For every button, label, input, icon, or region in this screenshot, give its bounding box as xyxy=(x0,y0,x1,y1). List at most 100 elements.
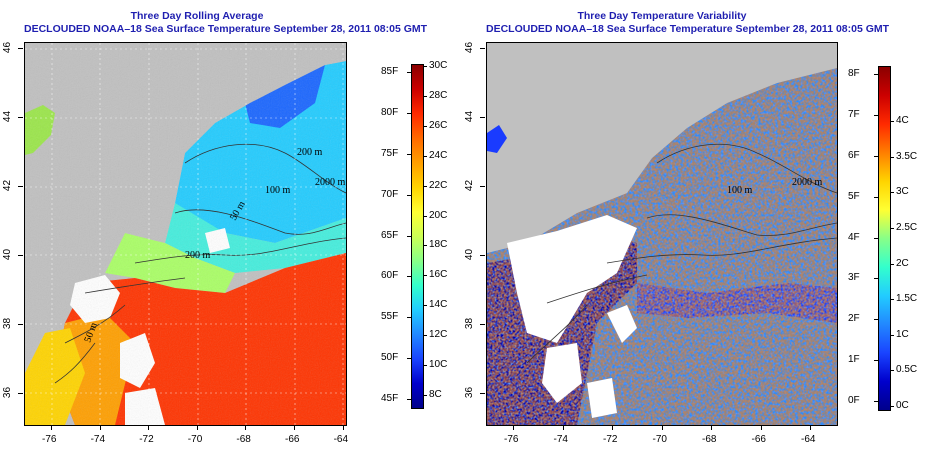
colorbar-tick-f xyxy=(407,399,411,400)
colorbar-label-celsius: 20C xyxy=(429,209,448,221)
colorbar-label-celsius: 4C xyxy=(896,115,909,126)
x-tick-label: -74 xyxy=(90,434,106,445)
y-tick-mark xyxy=(480,48,485,49)
contour-label: 2000 m xyxy=(315,177,346,188)
x-tick-mark xyxy=(99,425,101,430)
colorbar-label-celsius: 30C xyxy=(429,60,448,71)
x-tick-label: -70 xyxy=(187,434,203,445)
colorbar-label-fahrenheit: 3F xyxy=(848,272,860,284)
contour-line xyxy=(184,143,346,194)
y-tick-label: 42 xyxy=(464,179,476,192)
colorbar-tick-c xyxy=(890,156,894,158)
colorbar-label-fahrenheit: 1F xyxy=(848,354,860,366)
land-mainland xyxy=(487,43,837,253)
cloud-patch xyxy=(507,215,637,343)
colorbar-label-celsius: 10C xyxy=(429,359,448,371)
colorbar-tick-f xyxy=(874,278,878,280)
colorbar-tick-c xyxy=(423,335,427,337)
y-tick-mark xyxy=(480,393,485,394)
colorbar-label-celsius: 8C xyxy=(429,389,442,400)
colorbar-tick-f xyxy=(407,317,411,319)
y-tick-label: 40 xyxy=(464,248,476,261)
contour-label: 2000 m xyxy=(792,177,823,188)
colorbar-label-fahrenheit: 5F xyxy=(848,190,860,202)
colorbar-label-celsius: 24C xyxy=(429,149,448,161)
x-tick-label: -76 xyxy=(42,434,57,445)
x-tick-mark xyxy=(711,425,712,430)
colorbar-tick-c xyxy=(423,365,427,367)
contour-label: 200 m xyxy=(297,147,323,158)
y-tick-mark xyxy=(18,324,23,325)
colorbar-tick-f xyxy=(407,112,411,114)
cloud-patch xyxy=(542,343,582,403)
colorbar-tick-c xyxy=(890,370,894,372)
contour-line xyxy=(606,237,837,264)
colorbar-label-celsius: 14C xyxy=(429,299,448,311)
y-tick-label: 36 xyxy=(464,386,476,399)
colorbar-tick-f xyxy=(407,72,411,73)
x-tick-mark xyxy=(148,425,150,430)
contour-line xyxy=(64,304,126,344)
colorbar-tick-f xyxy=(874,237,878,239)
colorbar-tick-c xyxy=(890,121,894,122)
x-tick-label: -66 xyxy=(751,434,766,445)
x-tick-mark xyxy=(760,425,762,430)
colorbar-label-celsius: 0.5C xyxy=(896,364,918,376)
y-tick-label: 38 xyxy=(2,317,14,330)
left-map-svg: 200 m 2000 m 100 m 50 m 200 m 50 m xyxy=(25,43,346,425)
y-tick-mark xyxy=(480,186,485,187)
grid-lines xyxy=(25,43,346,425)
colorbar-tick-f xyxy=(874,155,878,157)
colorbar-label-fahrenheit: 75F xyxy=(381,147,399,159)
colorbar-tick-c xyxy=(423,155,427,157)
colorbar-label-celsius: 0C xyxy=(896,400,909,411)
right-variability-map: 100 m 2000 m xyxy=(486,42,838,426)
y-tick-label: 36 xyxy=(2,386,14,399)
colorbar-tick-f xyxy=(874,360,878,362)
colorbar-tick-f xyxy=(407,358,411,360)
x-tick-mark xyxy=(196,425,198,430)
y-tick-mark xyxy=(480,255,485,256)
y-tick-label: 46 xyxy=(464,41,476,54)
x-tick-label: -74 xyxy=(553,434,568,445)
colorbar-label-celsius: 22C xyxy=(429,179,448,191)
x-tick-mark xyxy=(51,425,52,430)
colorbar-tick-f xyxy=(874,114,878,116)
colorbar-tick-c xyxy=(423,395,427,396)
colorbar-label-fahrenheit: 4F xyxy=(848,231,860,243)
colorbar-tick-f xyxy=(407,235,411,237)
x-tick-label: -64 xyxy=(333,434,349,445)
left-title-line1: Three Day Rolling Average xyxy=(130,10,264,22)
colorbar-label-fahrenheit: 70F xyxy=(381,188,399,200)
y-tick-label: 44 xyxy=(2,110,14,123)
contour-line xyxy=(174,209,346,235)
colorbar-label-fahrenheit: 0F xyxy=(848,395,860,406)
colorbar-label-fahrenheit: 7F xyxy=(848,108,860,120)
colorbar-label-fahrenheit: 80F xyxy=(381,106,399,118)
colorbar-label-celsius: 16C xyxy=(429,269,448,281)
colorbar-tick-f xyxy=(407,276,411,278)
water-patch xyxy=(487,125,507,153)
x-tick-mark xyxy=(810,425,811,430)
contour-line xyxy=(646,214,837,236)
colorbar-label-fahrenheit: 45F xyxy=(381,393,399,404)
contour-line xyxy=(526,304,588,364)
cloud-patch xyxy=(607,305,637,343)
x-tick-mark xyxy=(294,425,295,430)
contour-line xyxy=(54,342,96,384)
contour-line xyxy=(84,277,186,294)
left-title: Three Day Rolling Average DECLOUDED NOAA… xyxy=(24,10,427,36)
x-tick-mark xyxy=(562,425,564,430)
colorbar-label-celsius: 3.5C xyxy=(896,150,918,162)
colorbar-label-celsius: 26C xyxy=(429,119,448,131)
x-tick-label: -72 xyxy=(139,434,154,445)
colorbar-tick-f xyxy=(874,74,878,75)
contour-label: 100 m xyxy=(265,185,291,196)
colorbar-label-celsius: 3C xyxy=(896,186,909,198)
x-tick-mark xyxy=(661,425,663,430)
colorbar-tick-c xyxy=(890,263,894,265)
colorbar-tick-c xyxy=(423,95,427,97)
y-tick-mark xyxy=(18,255,23,256)
y-tick-label: 40 xyxy=(2,248,14,261)
colorbar-label-celsius: 28C xyxy=(429,89,448,101)
